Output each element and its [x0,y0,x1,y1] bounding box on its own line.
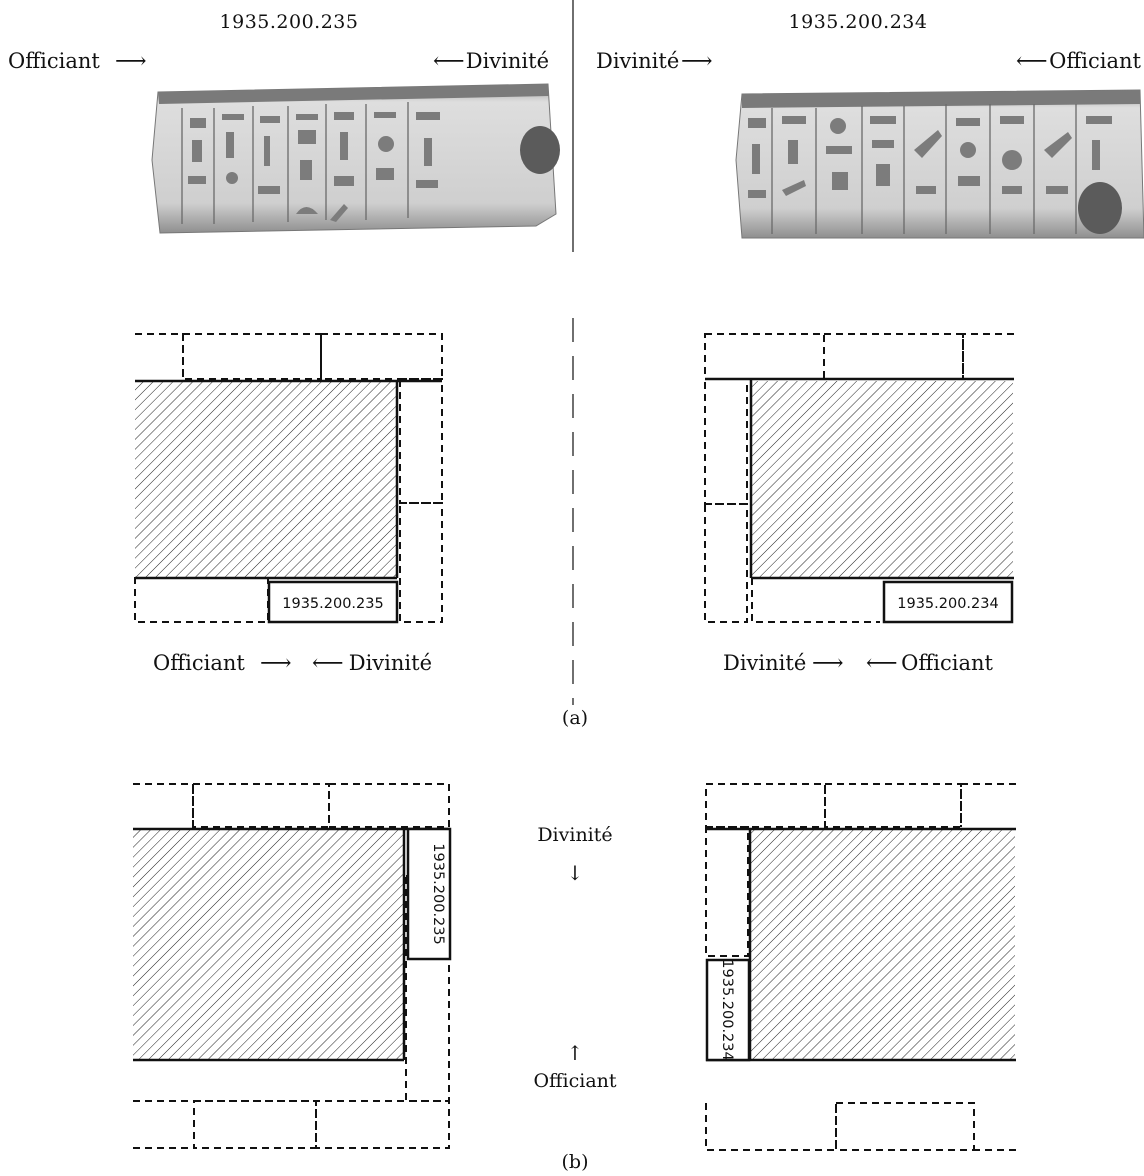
block-234-position-box-vertical [705,958,751,1062]
arrow-right-icon: ⟶ [115,49,147,74]
photo-right-officiant-label: Officiant [1049,49,1141,73]
panel-a-caption: (a) [562,707,588,729]
block-235-vertical-box-label: 1935.200.235 [430,843,446,944]
arrow-right-icon: ⟶ [812,651,844,676]
block-235-position-box-vertical [406,827,452,961]
photo-right-divinite-label: Divinité [596,49,679,73]
arrow-down-icon: ↓ [567,861,584,885]
arrow-up-icon: ↑ [567,1041,584,1065]
diagram-a-right-hatched-wall [751,381,1013,578]
stone-relief-photo-234 [735,89,1144,239]
diagram-b-left-hatched-wall [133,830,404,1060]
arrow-right-icon: ⟶ [681,49,713,74]
panel-b-officiant-label: Officiant [533,1070,616,1092]
photo-left-divinite-label: Divinité [466,49,549,73]
diagram-a-left-hatched-wall [135,381,397,578]
block-234-box-label: 1935.200.234 [897,596,998,612]
panel-a-left-divinite-label: Divinité [349,651,432,675]
diagram-b-right [705,783,1016,1151]
panel-a-right-officiant-label: Officiant [901,651,993,675]
stone-relief-photo-235 [151,83,560,234]
photo-left-officiant-label: Officiant [8,49,100,73]
diagram-b-left [133,783,450,1149]
block-234-vertical-box-label: 1935.200.234 [719,959,735,1060]
panel-b-caption: (b) [562,1151,589,1173]
arrow-left-icon: ⟵ [866,651,898,676]
photo-right-number: 1935.200.234 [789,11,928,33]
block-235-box-label: 1935.200.235 [282,596,383,612]
diagram-b-right-hatched-wall [750,830,1015,1060]
arrow-left-icon: ⟵ [1016,49,1048,74]
arrow-right-icon: ⟶ [260,651,292,676]
block-234-position-box [882,580,1014,624]
panel-a-right-divinite-label: Divinité [723,651,806,675]
photo-left-number: 1935.200.235 [220,11,359,33]
block-235-position-box [267,580,399,624]
panel-b-divinite-label: Divinité [537,824,612,846]
arrow-left-icon: ⟵ [312,651,344,676]
arrow-left-icon: ⟵ [433,49,465,74]
panel-a-left-officiant-label: Officiant [153,651,245,675]
